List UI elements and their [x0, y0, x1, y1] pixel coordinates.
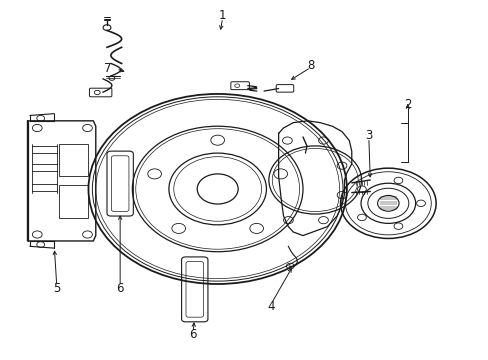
Bar	[59, 144, 88, 176]
Text: 1: 1	[218, 9, 226, 22]
Text: 6: 6	[116, 282, 123, 295]
Text: 4: 4	[267, 300, 275, 313]
Text: 5: 5	[53, 282, 61, 295]
Bar	[59, 185, 88, 218]
Text: 3: 3	[365, 129, 372, 142]
Text: 2: 2	[403, 98, 411, 111]
Text: 6: 6	[189, 328, 197, 341]
Text: 8: 8	[306, 59, 314, 72]
Text: 7: 7	[104, 62, 111, 75]
